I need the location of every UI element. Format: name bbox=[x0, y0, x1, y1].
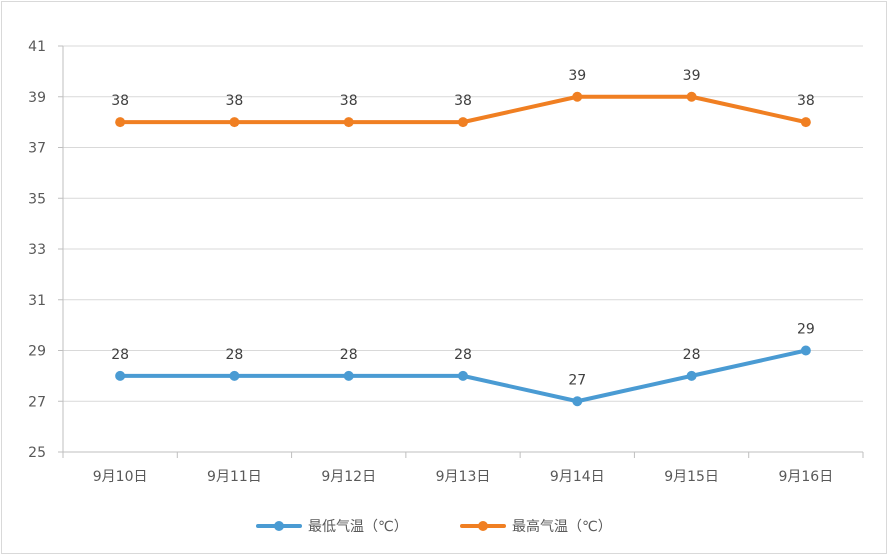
data-label: 38 bbox=[226, 93, 244, 109]
x-tick-label: 9月12日 bbox=[321, 469, 376, 485]
data-point bbox=[800, 117, 811, 128]
data-point bbox=[343, 370, 354, 381]
data-point bbox=[800, 345, 811, 356]
data-point bbox=[686, 91, 697, 102]
legend: 最低气温（℃） 最高气温（℃） bbox=[256, 518, 612, 535]
series-low: 28 28 28 28 27 28 29 bbox=[111, 322, 815, 407]
y-tick-label: 39 bbox=[28, 90, 46, 106]
gridlines bbox=[63, 45, 863, 402]
x-tick-label: 9月13日 bbox=[436, 469, 491, 485]
data-label: 28 bbox=[454, 347, 472, 363]
y-tick-label: 25 bbox=[28, 445, 46, 461]
y-tick-label: 31 bbox=[28, 293, 46, 309]
legend-swatch-marker bbox=[478, 521, 488, 531]
data-label: 38 bbox=[454, 93, 472, 109]
data-point bbox=[229, 370, 240, 381]
y-tick-label: 35 bbox=[28, 191, 46, 207]
series-group: 28 28 28 28 27 28 29 38 38 38 38 39 39 38 bbox=[111, 68, 815, 407]
legend-swatch-marker bbox=[274, 521, 284, 531]
x-tick-label: 9月10日 bbox=[93, 469, 148, 485]
axes bbox=[58, 45, 864, 458]
legend-label: 最低气温（℃） bbox=[308, 519, 408, 535]
data-point bbox=[115, 117, 126, 128]
data-label: 28 bbox=[111, 347, 129, 363]
y-tick-label: 33 bbox=[28, 242, 46, 258]
data-point bbox=[458, 370, 468, 381]
data-label: 38 bbox=[111, 93, 129, 109]
legend-item: 最低气温（℃） bbox=[256, 519, 408, 535]
data-point bbox=[572, 91, 583, 102]
x-tick-label: 9月11日 bbox=[207, 469, 262, 485]
data-point bbox=[572, 396, 583, 407]
data-point bbox=[686, 370, 697, 381]
y-tick-label: 27 bbox=[28, 394, 46, 410]
x-tick-label: 9月15日 bbox=[664, 469, 719, 485]
data-label: 28 bbox=[340, 347, 358, 363]
data-label: 28 bbox=[683, 347, 701, 363]
data-point bbox=[343, 117, 354, 128]
x-axis-ticks: 9月10日 9月11日 9月12日 9月13日 9月14日 9月15日 9月16日 bbox=[93, 469, 833, 485]
y-tick-label: 41 bbox=[28, 39, 46, 55]
x-tick-label: 9月16日 bbox=[778, 469, 833, 485]
data-point bbox=[458, 117, 468, 128]
data-label: 39 bbox=[683, 68, 701, 84]
data-label: 38 bbox=[797, 93, 815, 109]
data-point bbox=[115, 370, 126, 381]
data-label: 27 bbox=[568, 372, 586, 388]
legend-item: 最高气温（℃） bbox=[460, 518, 612, 535]
data-point bbox=[229, 117, 240, 128]
y-tick-label: 37 bbox=[28, 141, 46, 157]
data-label: 28 bbox=[226, 347, 244, 363]
y-axis-ticks: 25 27 29 31 33 35 37 39 41 bbox=[28, 39, 46, 461]
legend-label: 最高气温（℃） bbox=[512, 518, 612, 535]
data-label: 29 bbox=[797, 322, 815, 338]
series-high: 38 38 38 38 39 39 38 bbox=[111, 68, 815, 128]
y-tick-label: 29 bbox=[28, 344, 46, 360]
x-tick-label: 9月14日 bbox=[550, 469, 605, 485]
data-label: 38 bbox=[340, 93, 358, 109]
data-label: 39 bbox=[568, 68, 586, 84]
